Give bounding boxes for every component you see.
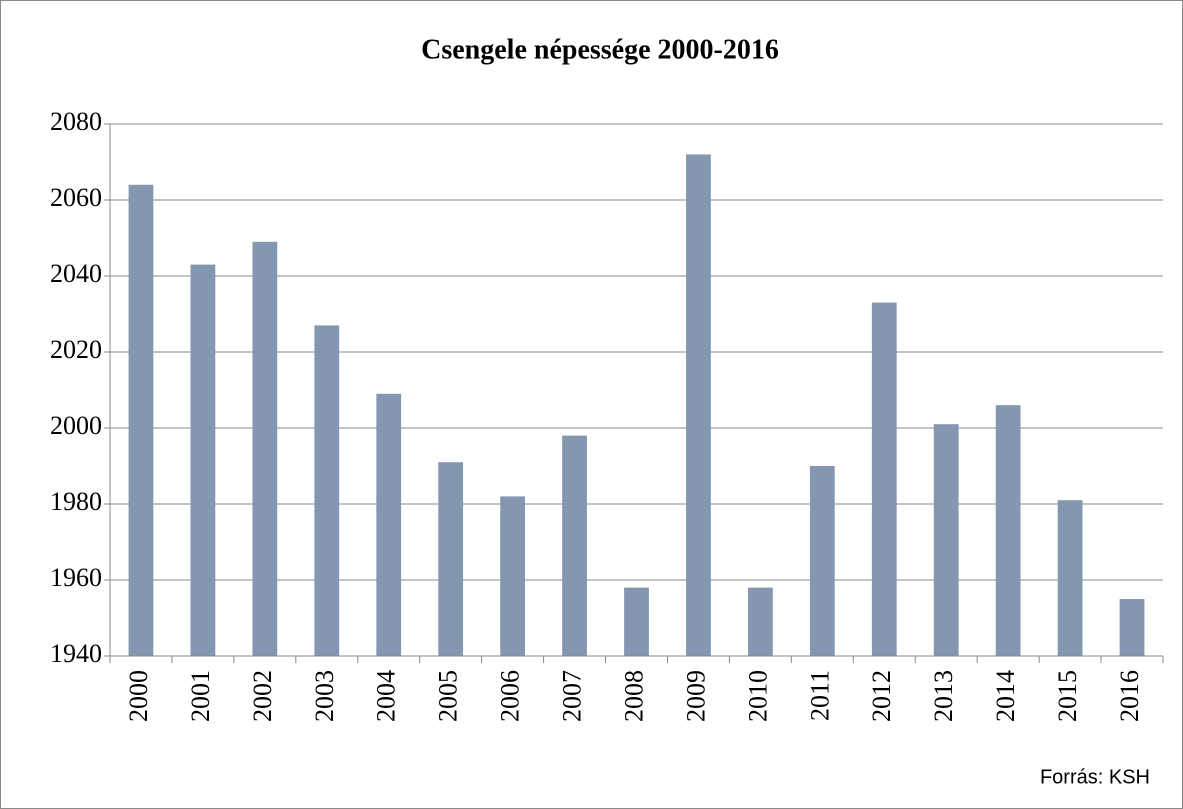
bar [562, 435, 587, 656]
bar [190, 264, 216, 656]
y-tick-label: 2000 [50, 411, 102, 440]
bar [624, 587, 649, 656]
bar [252, 241, 278, 657]
x-tick-label: 2013 [929, 670, 958, 722]
bar [500, 496, 526, 656]
y-tick-label: 1960 [50, 563, 102, 592]
bar [1057, 500, 1083, 656]
x-tick-label: 2005 [434, 670, 463, 722]
bar [128, 184, 154, 657]
y-tick-label: 2040 [50, 259, 102, 288]
x-tick-label: 2011 [805, 670, 834, 721]
bar [1119, 599, 1145, 656]
y-tick-label: 2080 [50, 107, 102, 136]
y-tick-label: 1980 [50, 487, 102, 516]
x-tick-label: 2002 [248, 670, 277, 722]
x-tick-label: 2016 [1115, 670, 1144, 722]
bar [686, 154, 711, 656]
bar [314, 325, 340, 656]
annotation: Forrás: KSH [1040, 766, 1150, 788]
bar [809, 466, 835, 656]
y-tick-label: 1940 [50, 639, 102, 668]
bar [871, 302, 897, 656]
x-tick-label: 2014 [991, 670, 1020, 722]
x-tick-label: 2015 [1053, 670, 1082, 722]
y-tick-label: 2060 [50, 183, 102, 212]
bar [376, 393, 402, 656]
x-tick-label: 2008 [619, 670, 648, 722]
x-tick-label: 2003 [310, 670, 339, 722]
chart-title: Csengele népessége 2000-2016 [421, 34, 779, 65]
x-tick-label: 2000 [124, 670, 153, 722]
x-tick-label: 2006 [496, 670, 525, 722]
x-tick-label: 2001 [186, 670, 215, 722]
x-tick-label: 2007 [558, 670, 587, 722]
bar [438, 462, 464, 656]
bar [995, 405, 1021, 656]
bar [747, 587, 773, 656]
y-tick-label: 2020 [50, 335, 102, 364]
x-tick-label: 2009 [681, 670, 710, 722]
x-tick-label: 2010 [743, 670, 772, 722]
bar [933, 424, 959, 656]
x-tick-label: 2004 [372, 670, 401, 722]
x-tick-label: 2012 [867, 670, 896, 722]
